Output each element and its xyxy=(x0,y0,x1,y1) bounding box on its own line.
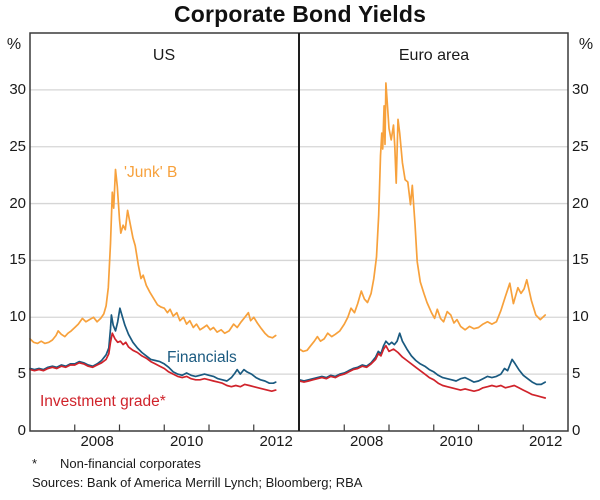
chart-area: % % US Euro area 'Junk' B Financials Inv… xyxy=(6,32,594,450)
y-axis-unit-left: % xyxy=(6,36,22,53)
series-line--junk-b-euro xyxy=(298,82,547,353)
footnote-text: Non-financial corporates xyxy=(60,456,201,471)
y-tick-label-left-10: 10 xyxy=(9,308,26,326)
y-tick-label-left-5: 5 xyxy=(17,365,26,383)
y-tick-label-left-25: 25 xyxy=(9,137,26,155)
y-tick-label-right-20: 20 xyxy=(572,194,589,212)
y-tick-label-left-30: 30 xyxy=(9,80,26,98)
series-line-financials-us xyxy=(29,307,277,385)
y-tick-label-right-0: 0 xyxy=(572,422,581,439)
footnote: * Non-financial corporates xyxy=(32,456,201,471)
panel-label-euro-area: Euro area xyxy=(398,47,470,64)
series-line-investment-grade--euro xyxy=(298,344,547,399)
x-tick-label-euro-2010: 2010 xyxy=(439,433,473,450)
chart-canvas xyxy=(29,32,569,432)
y-tick-label-right-30: 30 xyxy=(572,80,589,98)
series-line-investment-grade--us xyxy=(29,332,277,393)
series-label-junk-b: 'Junk' B xyxy=(124,164,178,181)
x-tick-label-us-2008: 2008 xyxy=(80,433,114,450)
x-tick-label-euro-2012: 2012 xyxy=(528,433,563,450)
series-line-financials-euro xyxy=(298,332,547,386)
footnote-marker: * xyxy=(32,456,38,471)
series-line--junk-b-us xyxy=(29,168,277,345)
y-axis-unit-right: % xyxy=(578,36,594,53)
panel-label-us: US xyxy=(152,47,176,64)
chart-title: Corporate Bond Yields xyxy=(173,1,427,27)
y-tick-label-right-5: 5 xyxy=(572,365,581,383)
series-label-financials: Financials xyxy=(167,349,237,366)
y-tick-label-right-10: 10 xyxy=(572,308,589,326)
y-tick-label-left-0: 0 xyxy=(17,422,26,439)
y-tick-label-right-15: 15 xyxy=(572,251,589,269)
x-tick-label-us-2012: 2012 xyxy=(259,433,293,450)
y-tick-label-left-20: 20 xyxy=(9,194,26,212)
y-tick-label-left-15: 15 xyxy=(9,251,26,269)
series-label-investment-grade: Investment grade* xyxy=(40,393,166,410)
y-tick-label-right-25: 25 xyxy=(572,137,589,155)
x-tick-label-euro-2008: 2008 xyxy=(349,433,384,450)
x-tick-label-us-2010: 2010 xyxy=(169,433,204,450)
sources-line: Sources: Bank of America Merrill Lynch; … xyxy=(32,475,363,490)
